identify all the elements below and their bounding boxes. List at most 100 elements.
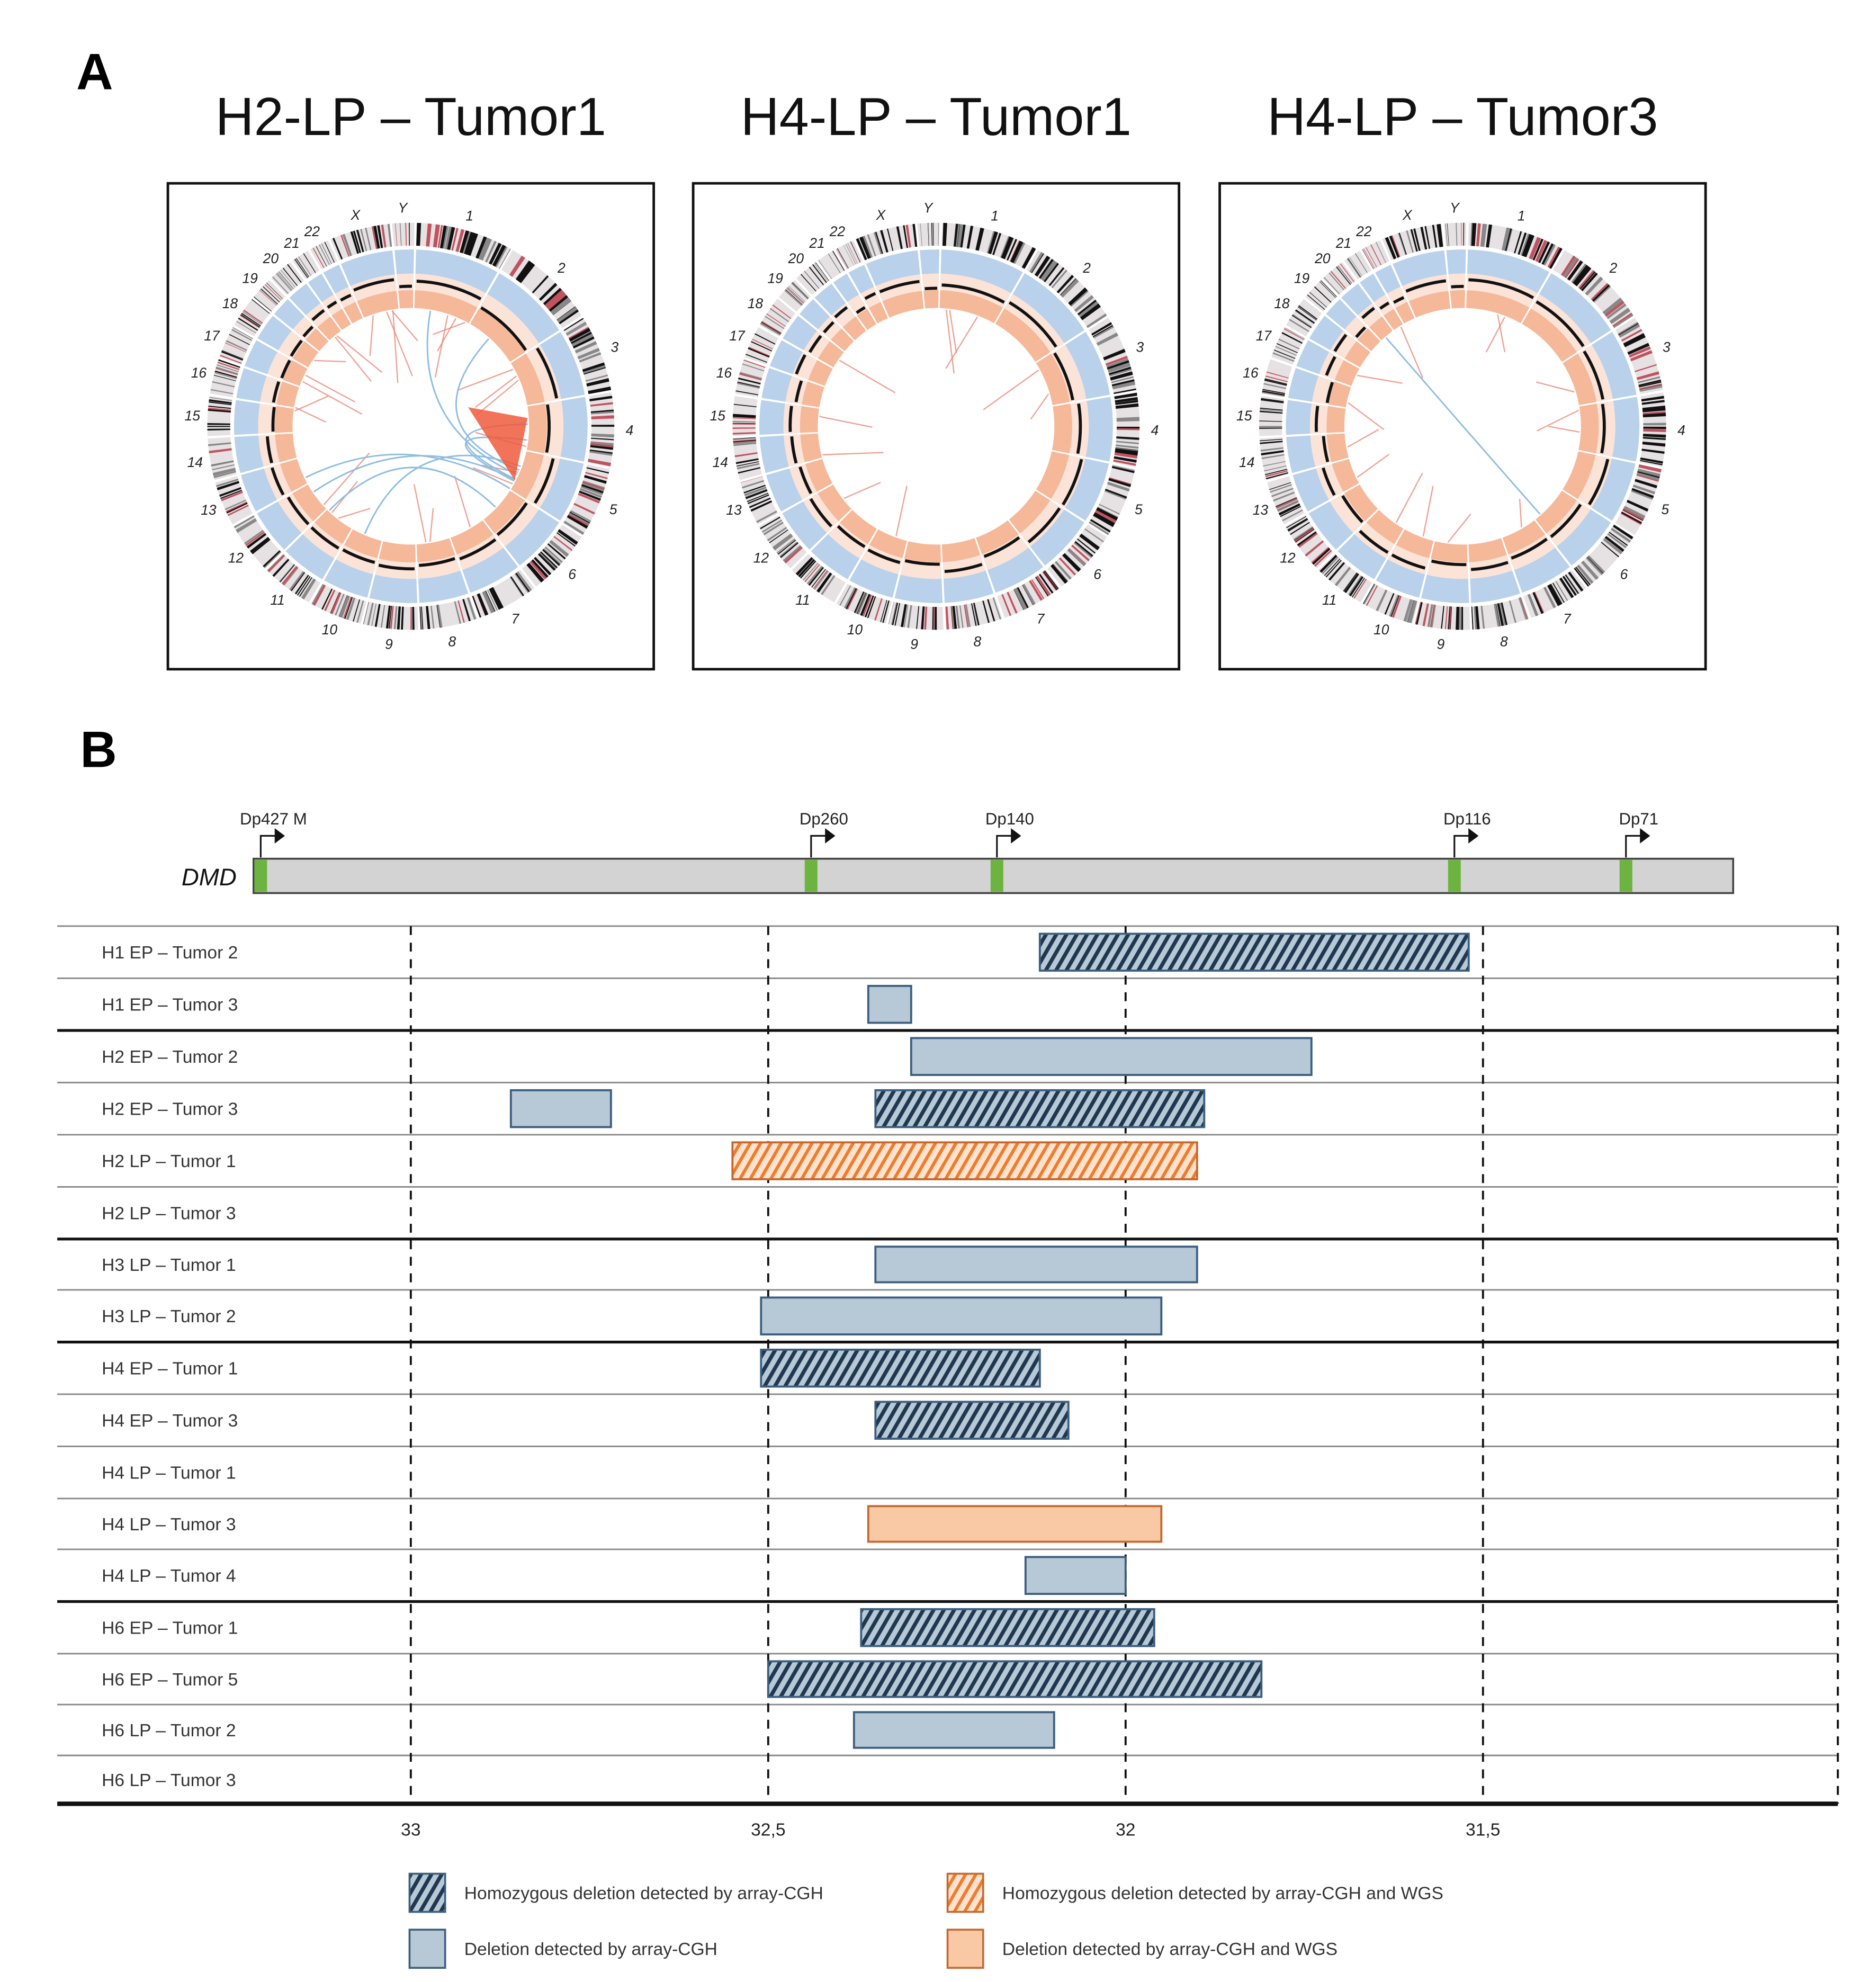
sv-link [429, 508, 434, 542]
ideogram-band [1461, 607, 1464, 630]
ideogram-band [1295, 309, 1315, 324]
chromosome-18: 18 [748, 295, 844, 367]
legend-swatch [946, 1872, 984, 1913]
ideogram-segment [311, 584, 366, 624]
ideogram-band [1575, 567, 1591, 586]
ideogram-band [1639, 383, 1662, 390]
chromosome-21: 21 [1335, 235, 1403, 330]
ideogram-band [1338, 265, 1352, 284]
ideogram-band [1260, 409, 1283, 412]
chromosome-label: X [1402, 207, 1413, 223]
chromosome-18: 18 [222, 295, 319, 367]
sv-ring [1332, 459, 1359, 492]
x-tick-label: 33 [401, 1820, 420, 1840]
cnv-track [1325, 356, 1336, 376]
legend-swatch [408, 1929, 446, 1969]
chromosome-6: 6 [483, 490, 582, 587]
ideogram-band [912, 223, 917, 247]
ideogram-band [1298, 305, 1318, 320]
legend-item: Homozygous deletion detected by array-CG… [946, 1872, 1443, 1913]
sv-ring [280, 459, 308, 492]
chromosome-X: X [1382, 207, 1451, 318]
sv-link [437, 318, 457, 352]
copy-number-ring [1421, 575, 1469, 603]
ideogram-band [238, 317, 258, 331]
chromosome-label: 18 [222, 295, 238, 311]
chromosome-label: 14 [1239, 454, 1254, 470]
cnv-track [834, 306, 848, 319]
copy-number-ring [1309, 316, 1344, 351]
baf-ring [277, 493, 313, 533]
table-row: H1 EP – Tumor 3 [102, 984, 912, 1024]
ideogram-band [1623, 333, 1645, 345]
ideogram-band [1335, 567, 1351, 586]
ideogram-band [553, 536, 573, 551]
ideogram-band [1621, 512, 1642, 524]
copy-number-ring [418, 570, 469, 603]
ideogram-band [466, 597, 477, 620]
table-row: H1 EP – Tumor 2 [102, 932, 1470, 972]
ideogram-band [760, 516, 780, 530]
ideogram-band [1609, 308, 1631, 324]
sv-link [434, 315, 448, 378]
sv-ring [1563, 353, 1597, 406]
chromosome-15: 15 [710, 396, 819, 436]
ideogram-band [1289, 319, 1309, 333]
chromosome-label: 5 [1135, 501, 1143, 517]
sv-link [476, 380, 519, 416]
exon-marker [1619, 860, 1632, 892]
promoter-dp116: Dp116 [1443, 810, 1491, 892]
promoter-label: Dp116 [1443, 810, 1491, 828]
ideogram-band [742, 480, 765, 489]
ideogram-band [1115, 449, 1138, 456]
ideogram-band [550, 297, 570, 314]
promoter-arrow-icon [259, 835, 276, 858]
chromosome-21: 21 [283, 235, 351, 330]
baf-ring [818, 316, 842, 340]
ideogram-band [1549, 247, 1563, 269]
copy-number-ring [1539, 273, 1611, 344]
ideogram-band [365, 227, 372, 250]
copy-number-ring [415, 249, 498, 293]
ideogram-band [1352, 578, 1365, 598]
ideogram-band [222, 350, 244, 360]
cnv-track [1587, 459, 1610, 506]
ideogram-band [814, 263, 828, 282]
sv-link [336, 335, 383, 373]
ideogram-band [1336, 266, 1351, 285]
promoter-label: Dp427 M [240, 810, 307, 828]
sv-link [1348, 402, 1385, 431]
cnv-track [808, 335, 822, 353]
ideogram-band [987, 599, 995, 622]
cnv-track [1008, 301, 1057, 348]
cnv-track [1391, 553, 1426, 570]
cnv-track [271, 407, 276, 432]
ideogram-band [544, 289, 562, 306]
ideogram-band [1077, 299, 1097, 316]
ideogram-band [783, 545, 802, 562]
ideogram-band [1447, 223, 1449, 246]
baf-ring [1344, 316, 1368, 340]
chromosome-label: 16 [191, 365, 207, 381]
ideogram-band [875, 231, 883, 254]
chromosome-label: 13 [726, 502, 742, 518]
promoter-arrow-icon [1453, 835, 1470, 858]
sv-ring [882, 291, 924, 318]
sv-link [1347, 429, 1379, 448]
sv-link [369, 315, 374, 356]
chromosome-label: 15 [710, 408, 726, 424]
ideogram-band [894, 603, 900, 626]
ideogram-band [1079, 534, 1100, 550]
ideogram-band [954, 223, 958, 247]
sv-ring [314, 509, 352, 544]
ideogram-band [208, 442, 231, 446]
cnv-track [1355, 326, 1367, 338]
ideogram-band [1618, 322, 1639, 336]
ideogram-band [1105, 355, 1128, 366]
ideogram-band [737, 463, 760, 470]
ideogram-band [1093, 512, 1115, 526]
sv-link [392, 310, 399, 383]
ideogram-band [874, 598, 883, 621]
ideogram-segment [1362, 584, 1419, 624]
